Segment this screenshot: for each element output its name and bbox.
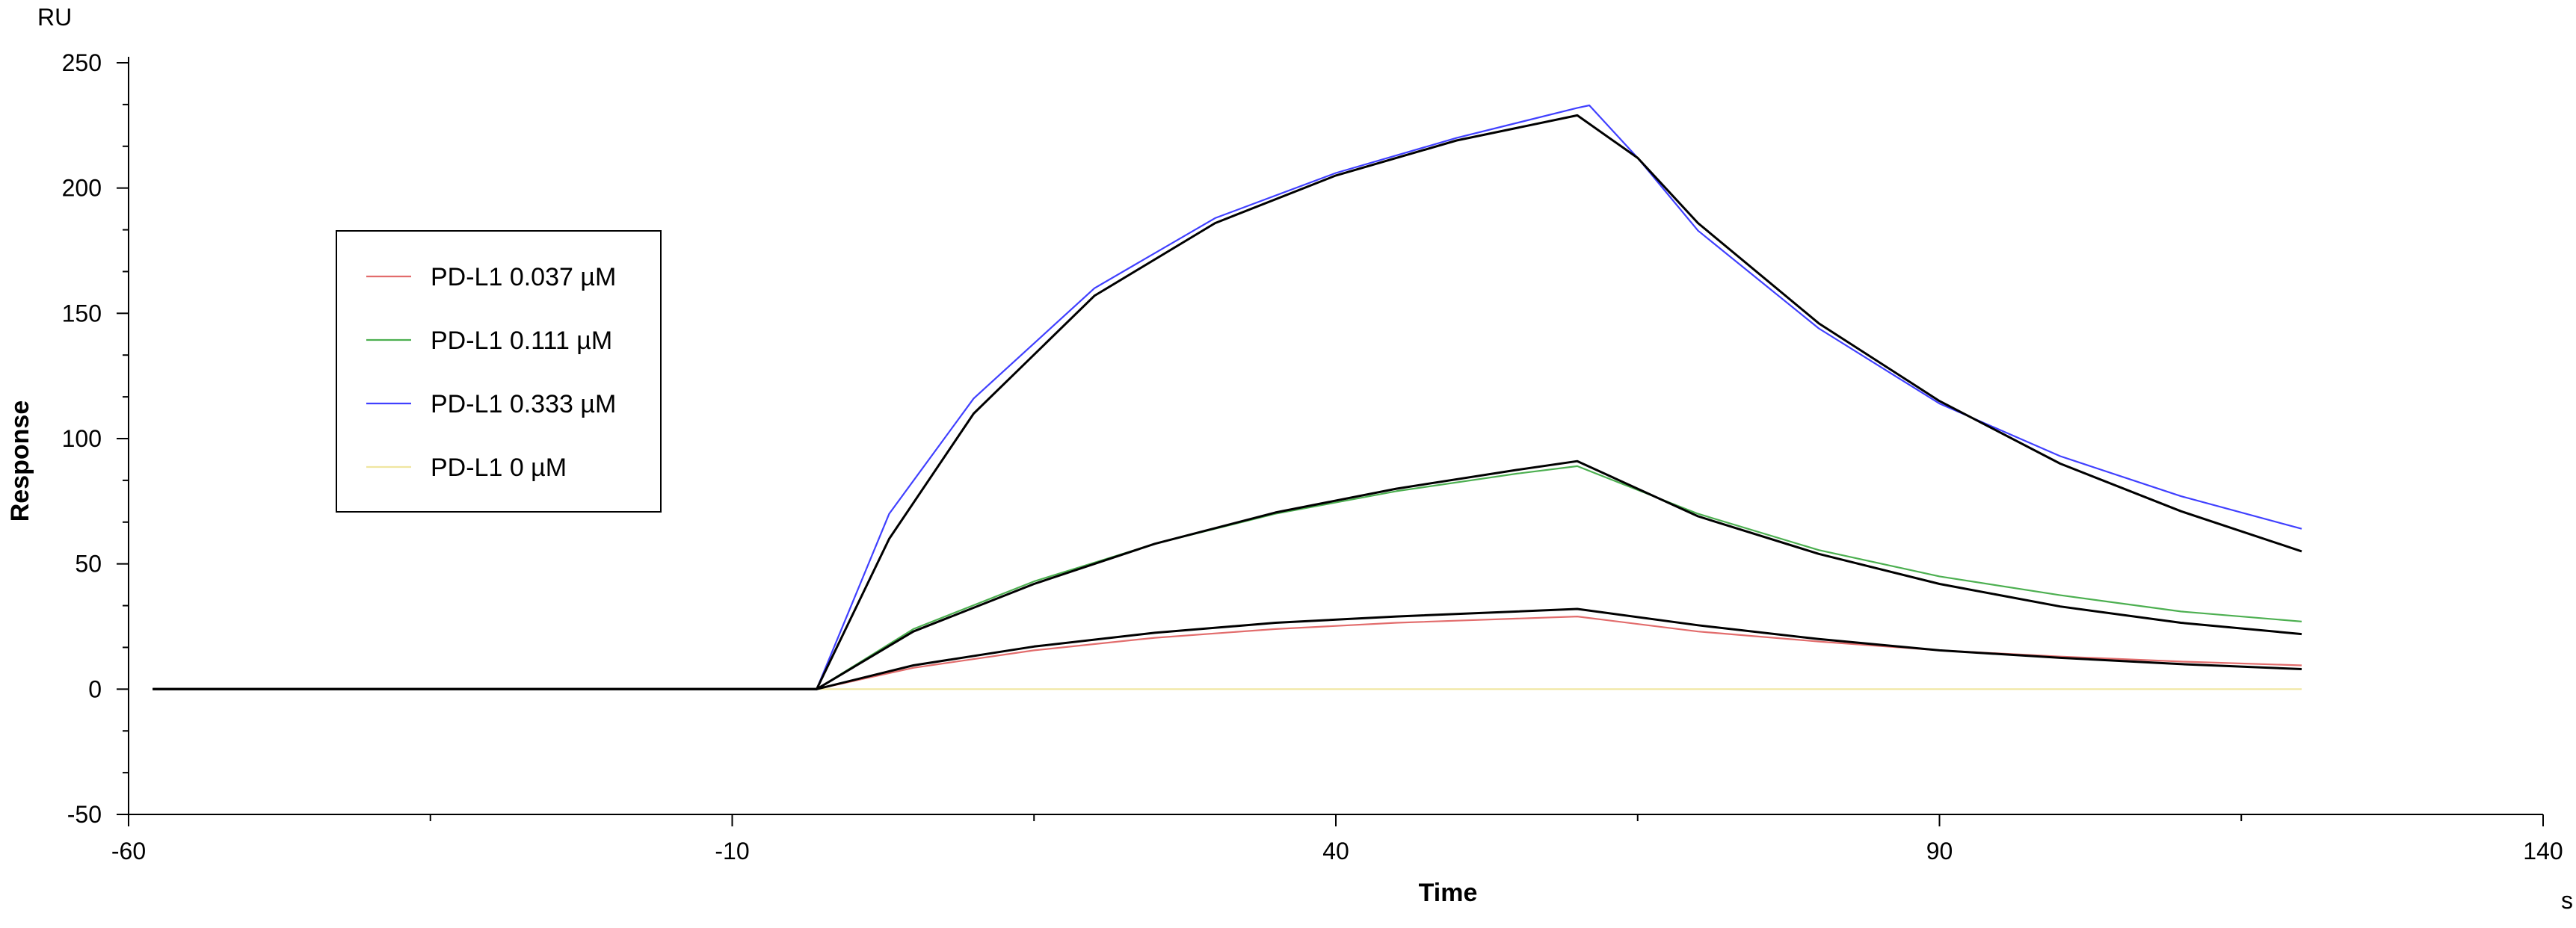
axes: -50 0 50 100 150 200 250 -60 -10 40 90 140 Time Respo… xyxy=(6,4,2573,914)
fit-line-1 xyxy=(152,607,2302,690)
y-unit-label: RU xyxy=(37,4,72,31)
x-tick-label: -10 xyxy=(715,838,749,864)
y-tick-label: 250 xyxy=(62,49,102,76)
y-tick-label: -50 xyxy=(67,801,102,828)
legend-label-2: PD-L1 0.111 µM xyxy=(431,327,612,355)
y-tick-label: 150 xyxy=(62,300,102,327)
fit-line-3 xyxy=(152,114,2302,690)
y-tick-label: 200 xyxy=(62,175,102,202)
x-axis-title: Time xyxy=(1419,879,1478,907)
fit-line-2 xyxy=(152,460,2302,690)
y-tick-label: 0 xyxy=(88,675,102,702)
y-tick-label: 100 xyxy=(62,425,102,452)
plot-area xyxy=(152,104,2302,690)
legend-box xyxy=(336,230,662,513)
legend-label-4: PD-L1 0 µM xyxy=(431,454,567,482)
x-tick-label: 90 xyxy=(1926,838,1953,864)
y-axis-title: Response xyxy=(6,400,34,522)
legend: PD-L1 0.037 µM PD-L1 0.111 µM PD-L1 0.333 … xyxy=(336,230,662,513)
x-tick-label: 140 xyxy=(2523,838,2563,864)
legend-label-3: PD-L1 0.333 µM xyxy=(431,390,616,418)
y-tick-label: 50 xyxy=(75,551,102,578)
x-tick-label: 40 xyxy=(1322,838,1349,864)
legend-label-1: PD-L1 0.037 µM xyxy=(431,263,616,291)
series-line-2 xyxy=(152,465,2302,690)
x-tick-label: -60 xyxy=(111,838,146,864)
x-unit-label: s xyxy=(2561,887,2573,914)
